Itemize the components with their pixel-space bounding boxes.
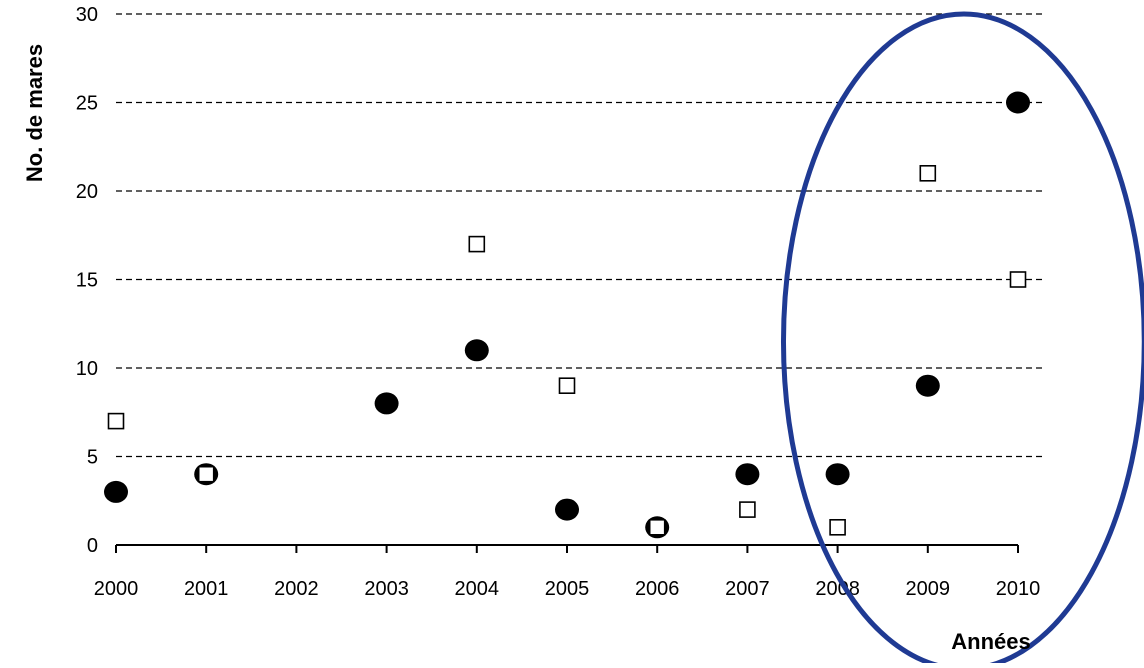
y-tick-label: 30: [76, 4, 98, 26]
y-tick-label: 5: [87, 447, 98, 469]
data-point-circle: [555, 498, 579, 521]
data-point-square: [468, 235, 486, 253]
x-axis-title: Années: [951, 629, 1030, 654]
x-tick-label: 2003: [364, 578, 409, 600]
x-tick-label: 2004: [455, 578, 500, 600]
x-tick-label: 2007: [725, 578, 770, 600]
highlight-ellipse: [781, 11, 1144, 668]
x-tick-label: 2001: [184, 578, 229, 600]
data-point-square: [739, 501, 756, 518]
axes: [115, 544, 1019, 553]
y-tick-label: 25: [76, 93, 98, 115]
data-point-square: [1009, 271, 1027, 288]
y-tick-label: 20: [76, 181, 98, 203]
x-tick-label: 2005: [545, 578, 590, 600]
y-tick-label: 0: [87, 535, 98, 557]
data-point-circle: [464, 339, 489, 362]
data-point-circle: [374, 392, 399, 415]
x-tick-label: 2009: [906, 578, 951, 600]
x-tick-label: 2006: [635, 578, 680, 600]
data-point-circle: [825, 463, 850, 486]
data-point-square: [558, 377, 576, 395]
data-point-circle: [915, 374, 940, 397]
data-point-circle: [104, 480, 128, 503]
x-tick-label: 2010: [996, 578, 1041, 600]
data-point-square: [107, 412, 125, 430]
tick-labels: 2000 2001 2002 2003 2004 2005 2006 2007 2008 2009…: [76, 4, 1041, 600]
data-point-square: [648, 518, 666, 536]
y-tick-label: 10: [76, 358, 98, 380]
data-point-square: [829, 518, 846, 536]
grid-lines: [116, 13, 1042, 458]
data-point-circle: [735, 463, 760, 486]
y-tick-label: 15: [76, 270, 98, 292]
x-tick-label: 2000: [94, 578, 139, 600]
x-tick-label: 2002: [274, 578, 319, 600]
data-point-square: [919, 165, 937, 182]
data-points: [104, 91, 1030, 539]
data-point-circle: [1006, 91, 1030, 114]
annotations: [781, 11, 1144, 668]
data-point-square: [197, 465, 215, 483]
y-axis-title: No. de mares: [22, 44, 47, 182]
